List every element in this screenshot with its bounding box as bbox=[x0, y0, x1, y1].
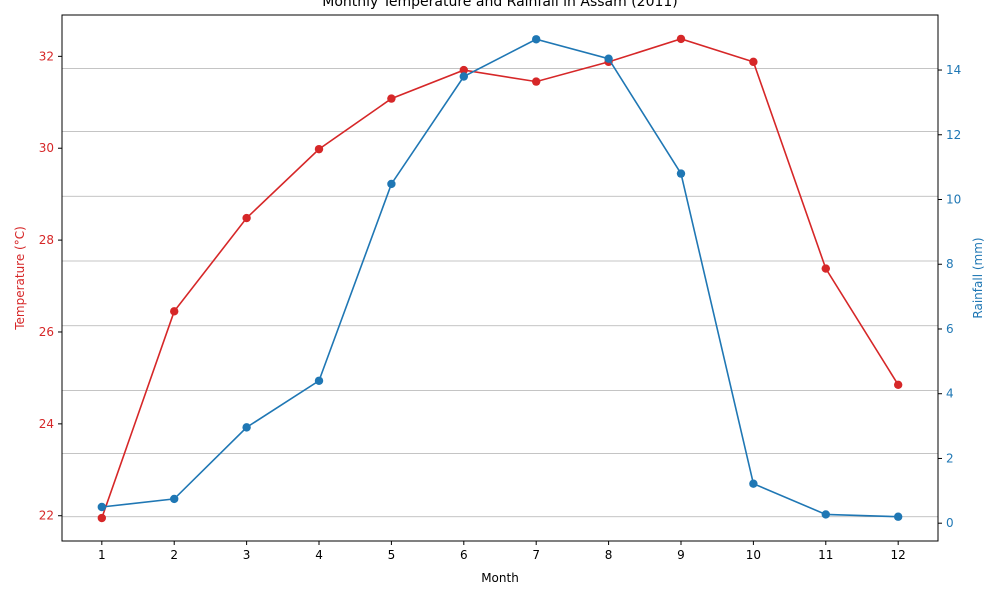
rainfall-point bbox=[893, 512, 903, 521]
x-tick-label: 6 bbox=[460, 548, 468, 562]
x-tick-label: 8 bbox=[605, 548, 613, 562]
left-tick-label: 32 bbox=[39, 49, 54, 63]
series-layer bbox=[97, 34, 903, 523]
rainfall-point bbox=[604, 54, 613, 63]
x-axis-label: Month bbox=[481, 571, 519, 585]
right-tick-label: 8 bbox=[946, 257, 954, 271]
temperature-point bbox=[314, 144, 324, 154]
plot-frame bbox=[61, 14, 939, 542]
rainfall-point bbox=[242, 423, 251, 432]
grid bbox=[62, 68, 938, 518]
temperature-point bbox=[531, 77, 541, 86]
x-tick-label: 9 bbox=[677, 548, 685, 562]
x-tick-label: 3 bbox=[243, 548, 251, 562]
x-tick-label: 2 bbox=[170, 548, 178, 562]
temperature-point bbox=[242, 213, 251, 223]
temperature-line bbox=[101, 38, 899, 519]
left-tick-label: 24 bbox=[39, 417, 54, 431]
rainfall-point bbox=[459, 72, 469, 81]
rainfall-point bbox=[676, 169, 686, 178]
temperature-point bbox=[387, 94, 396, 103]
left-tick-label: 26 bbox=[39, 325, 54, 339]
x-tick-label: 4 bbox=[315, 548, 323, 562]
rainfall-line bbox=[101, 38, 899, 518]
rainfall-point bbox=[749, 479, 758, 488]
x-tick-label: 10 bbox=[746, 548, 761, 562]
temperature-point bbox=[170, 307, 179, 316]
temperature-point bbox=[749, 57, 758, 67]
rainfall-point bbox=[170, 494, 179, 504]
chart-title: Monthly Temperature and Rainfall in Assa… bbox=[322, 0, 678, 10]
left-tick-label: 30 bbox=[39, 141, 54, 155]
temperature-point bbox=[459, 65, 469, 75]
right-axis-label: Rainfall (mm) bbox=[971, 237, 985, 318]
temperature-point bbox=[97, 513, 107, 523]
left-tick-label: 28 bbox=[39, 233, 54, 247]
right-tick-label: 6 bbox=[946, 322, 954, 336]
right-tick-label: 10 bbox=[946, 193, 961, 207]
left-tick-label: 22 bbox=[39, 509, 54, 523]
x-tick-label: 11 bbox=[818, 548, 833, 562]
x-axis: 1 2 3 4 5 6 7 8 9 10 11 12 bbox=[98, 541, 906, 562]
right-axis: 0 2 4 6 8 10 12 14 bbox=[938, 63, 961, 530]
x-tick-label: 1 bbox=[98, 548, 106, 562]
right-tick-label: 14 bbox=[946, 63, 961, 77]
left-axis-label: Temperature (°C) bbox=[13, 226, 27, 331]
rainfall-point bbox=[821, 510, 830, 519]
right-tick-label: 4 bbox=[946, 387, 954, 401]
rainfall-point bbox=[97, 502, 107, 512]
temperature-point bbox=[821, 264, 830, 273]
left-axis: 22 24 26 28 30 32 bbox=[39, 49, 62, 523]
right-tick-label: 2 bbox=[946, 451, 954, 465]
right-tick-label: 12 bbox=[946, 128, 961, 142]
rainfall-point bbox=[531, 35, 541, 44]
x-tick-label: 12 bbox=[891, 548, 906, 562]
right-tick-label: 0 bbox=[946, 516, 954, 530]
temperature-point bbox=[676, 34, 686, 44]
rainfall-point bbox=[387, 179, 396, 189]
rainfall-point bbox=[314, 376, 324, 385]
temperature-point bbox=[893, 380, 903, 390]
x-tick-label: 7 bbox=[532, 548, 540, 562]
x-tick-label: 5 bbox=[388, 548, 396, 562]
